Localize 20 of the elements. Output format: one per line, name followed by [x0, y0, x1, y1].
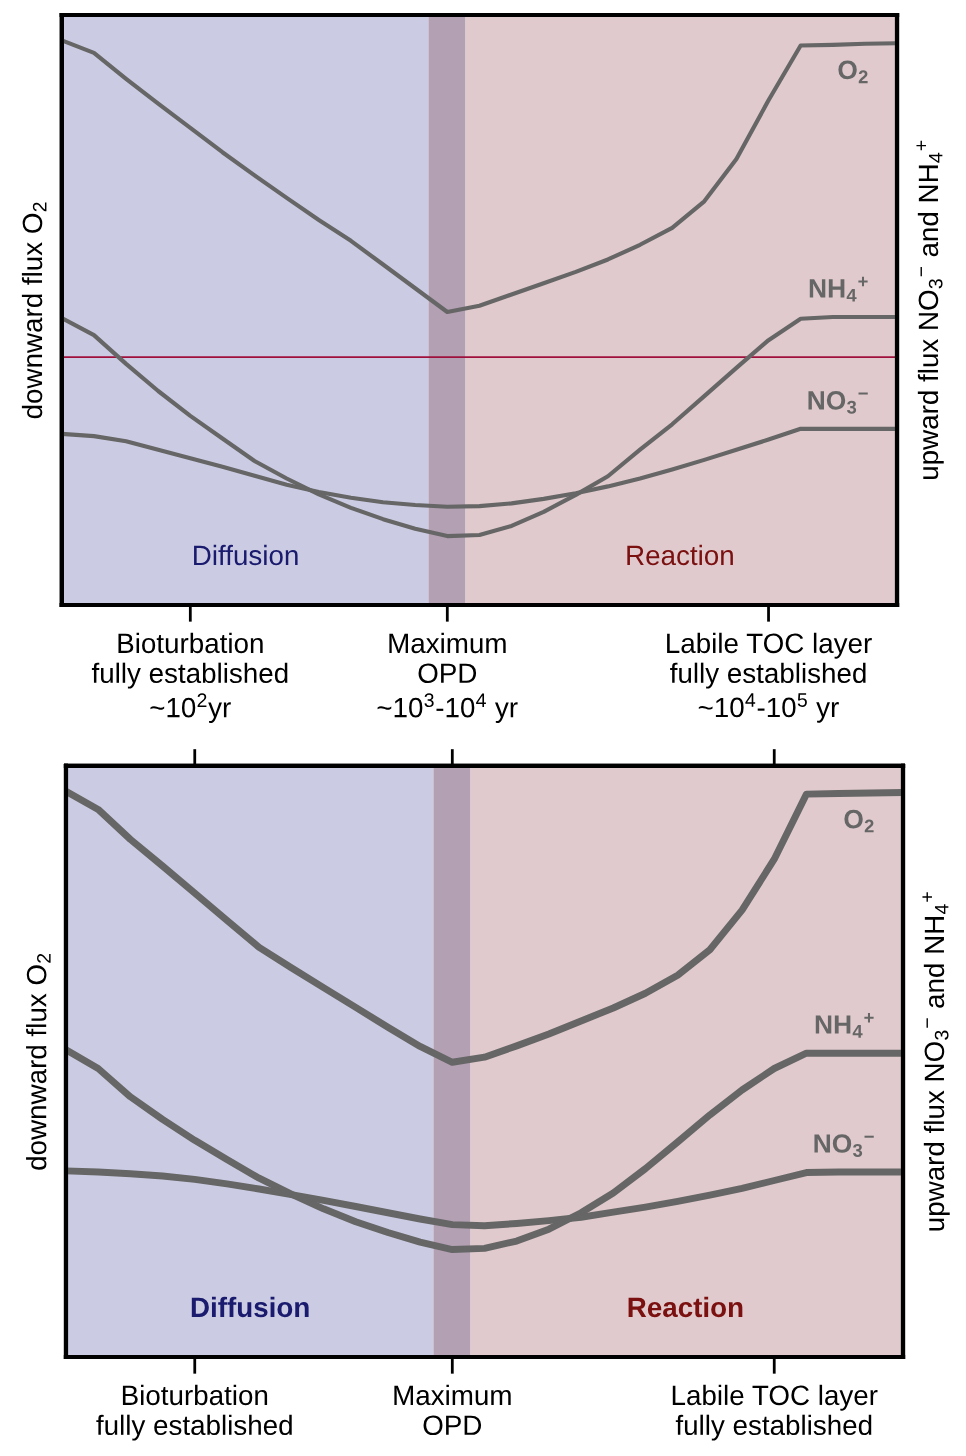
series-label: O$_{2}$	[844, 809, 874, 833]
series-label: NO$_{3}$$^{−}$	[814, 1134, 874, 1157]
x-tick-label: Maximum OPD	[394, 1384, 511, 1436]
series-label: NH$_{4}$$^{+}$	[815, 1013, 874, 1038]
y2-axis-title: upward flux NO$_{3}$$^{−}$ and NH$_{4}$$^{+}$	[922, 892, 950, 1231]
series-label: O$_{2}$	[838, 60, 868, 84]
annotation: Diffusion	[194, 544, 298, 566]
y2-axis-title: upward flux NO$_{3}$$^{−}$ and NH$_{4}$$^{+}$	[916, 140, 944, 480]
x-tick-label: Labile TOC layer fully established ~10$^{4}$-10$^{5}$ yr	[667, 632, 872, 723]
annotation: Diffusion	[191, 1296, 309, 1318]
annotation: Reaction	[628, 1296, 743, 1318]
series-label: NO$_{3}$$^{−}$	[808, 390, 868, 414]
annotation: Reaction	[627, 544, 733, 566]
y-axis-title: downward flux O$_{2}$	[26, 953, 51, 1170]
y-axis-title: downward flux O$_{2}$	[21, 202, 47, 419]
x-tick-label: Labile TOC layer fully established	[672, 1384, 878, 1441]
x-tick-label: Bioturbation fully established	[96, 1384, 292, 1441]
x-tick-label: Bioturbation fully established ~10$^{2}$yr	[91, 632, 288, 723]
x-tick-label: Maximum OPD ~10$^{3}$-10$^{4}$ yr	[377, 632, 518, 723]
series-label: NH$_{4}$$^{+}$	[809, 276, 868, 302]
